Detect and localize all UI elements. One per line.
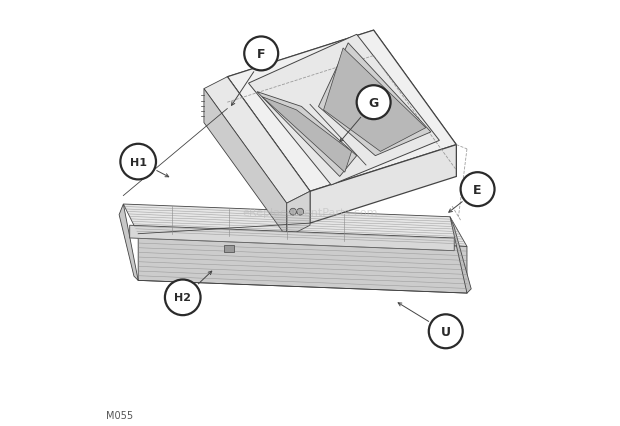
Polygon shape	[324, 49, 426, 152]
Circle shape	[461, 173, 495, 207]
Polygon shape	[224, 245, 234, 252]
Polygon shape	[228, 78, 310, 224]
Text: G: G	[368, 96, 379, 109]
Polygon shape	[249, 35, 440, 185]
Polygon shape	[123, 204, 467, 247]
Circle shape	[356, 86, 391, 120]
Circle shape	[120, 144, 156, 180]
Polygon shape	[138, 234, 467, 294]
Polygon shape	[130, 226, 454, 251]
Polygon shape	[257, 92, 356, 177]
Text: U: U	[441, 325, 451, 338]
Polygon shape	[262, 98, 352, 173]
Polygon shape	[310, 145, 456, 224]
Text: M055: M055	[107, 409, 133, 420]
Polygon shape	[204, 78, 310, 204]
Polygon shape	[319, 44, 431, 156]
Text: eReplacementParts.com: eReplacementParts.com	[242, 208, 378, 218]
Polygon shape	[374, 31, 456, 171]
Polygon shape	[450, 217, 471, 294]
Polygon shape	[204, 89, 286, 238]
Circle shape	[297, 209, 304, 216]
Circle shape	[165, 280, 200, 315]
Circle shape	[429, 314, 463, 348]
Circle shape	[244, 37, 278, 71]
Polygon shape	[228, 31, 456, 192]
Polygon shape	[286, 192, 310, 238]
Polygon shape	[119, 204, 138, 281]
Text: F: F	[257, 48, 265, 61]
Text: E: E	[473, 183, 482, 196]
Circle shape	[290, 209, 296, 216]
Polygon shape	[228, 31, 374, 103]
Text: H2: H2	[174, 293, 191, 302]
Text: H1: H1	[130, 157, 147, 167]
